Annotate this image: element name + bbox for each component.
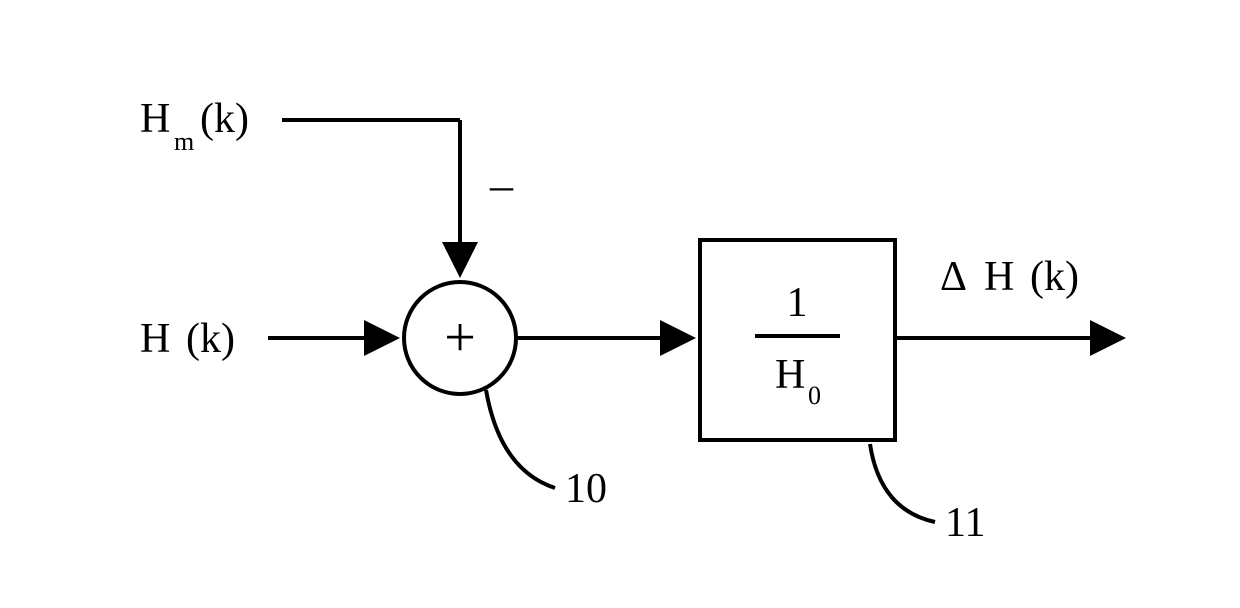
edge-top-to-sum [282, 120, 460, 272]
input-left-label: H (k) [140, 316, 235, 362]
svg-text:H: H [140, 96, 170, 142]
sign-plus: + [444, 307, 476, 369]
output-label: Δ H (k) [940, 254, 1079, 300]
input-top-base: H [140, 96, 170, 142]
ref-10-label: 10 [565, 466, 607, 512]
input-top-arg: (k) [200, 96, 249, 142]
sign-minus: – [489, 159, 514, 210]
block-diagram: H m (k) H (k) – + 10 1 H 0 11 [0, 0, 1240, 608]
gain-denominator-sub: 0 [808, 381, 821, 410]
output-delta: Δ [940, 254, 967, 300]
summing-node: + [404, 282, 516, 394]
input-left-arg: (k) [186, 316, 235, 362]
gain-numerator: 1 [787, 280, 808, 326]
ref-11-leader: 11 [870, 444, 985, 546]
ref-11-label: 11 [945, 500, 985, 546]
ref-10-leader: 10 [486, 390, 607, 512]
svg-text:H: H [140, 316, 170, 362]
input-top-subscript: m [174, 127, 194, 156]
gain-block: 1 H 0 [700, 240, 895, 440]
gain-denominator-base: H [775, 352, 805, 398]
input-top-label: H m (k) [140, 96, 249, 156]
input-left-base: H [140, 316, 170, 362]
output-base: H [984, 254, 1014, 300]
output-arg: (k) [1030, 254, 1079, 300]
